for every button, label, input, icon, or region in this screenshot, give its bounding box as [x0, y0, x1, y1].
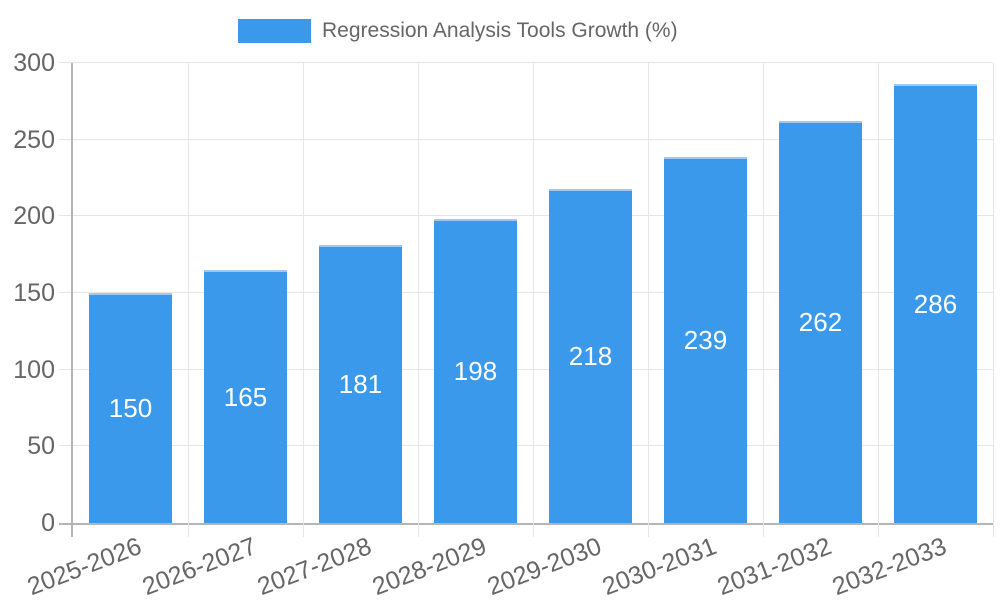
y-tick-label: 250 [13, 125, 55, 154]
h-gridline [59, 138, 993, 140]
y-axis-line [71, 63, 73, 537]
v-gridline [188, 63, 189, 537]
v-gridline [418, 63, 419, 537]
x-tick-label: 2031-2032 [713, 532, 836, 600]
bar-value-label: 286 [913, 288, 958, 319]
x-tick-label: 2026-2027 [138, 532, 261, 600]
v-gridline [303, 63, 304, 537]
v-gridline [533, 63, 534, 537]
v-gridline [993, 63, 994, 537]
bar-value-label: 198 [453, 356, 498, 387]
bar-value-label: 165 [223, 381, 268, 412]
bar[interactable] [319, 245, 402, 523]
y-tick-label: 0 [41, 509, 55, 537]
bar-value-label: 181 [338, 369, 383, 400]
h-gridline [59, 215, 993, 217]
y-tick-label: 200 [13, 202, 55, 231]
bar-value-label: 239 [683, 324, 728, 355]
h-gridline [59, 292, 993, 293]
legend-label: Regression Analysis Tools Growth (%) [322, 19, 678, 42]
chart-legend[interactable]: Regression Analysis Tools Growth (%) [238, 19, 678, 43]
legend-swatch [238, 19, 311, 43]
x-tick-label: 2025-2026 [23, 532, 146, 600]
v-gridline [648, 63, 649, 537]
bar[interactable] [779, 121, 862, 523]
bar[interactable] [434, 219, 517, 523]
bar-value-label: 218 [568, 340, 613, 371]
bar[interactable] [204, 270, 287, 523]
h-gridline [59, 62, 993, 63]
x-tick-label: 2027-2028 [253, 532, 376, 600]
y-tick-label: 150 [13, 279, 55, 307]
x-tick-label: 2032-2033 [828, 532, 951, 600]
bar-value-label: 262 [798, 307, 843, 338]
bar[interactable] [89, 293, 172, 523]
y-tick-label: 100 [13, 355, 55, 384]
bar[interactable] [664, 156, 747, 523]
v-gridline [763, 63, 764, 537]
x-tick-label: 2028-2029 [368, 532, 491, 600]
h-gridline [59, 368, 993, 370]
bar[interactable] [549, 188, 632, 523]
x-tick-label: 2030-2031 [598, 532, 721, 600]
bar[interactable] [894, 84, 977, 523]
y-tick-label: 300 [13, 49, 55, 77]
x-tick-label: 2029-2030 [483, 532, 606, 600]
bar-value-label: 150 [108, 393, 153, 423]
y-tick-label: 50 [27, 432, 55, 461]
v-gridline [878, 63, 879, 537]
x-axis-line [59, 523, 993, 525]
h-gridline [59, 445, 993, 447]
